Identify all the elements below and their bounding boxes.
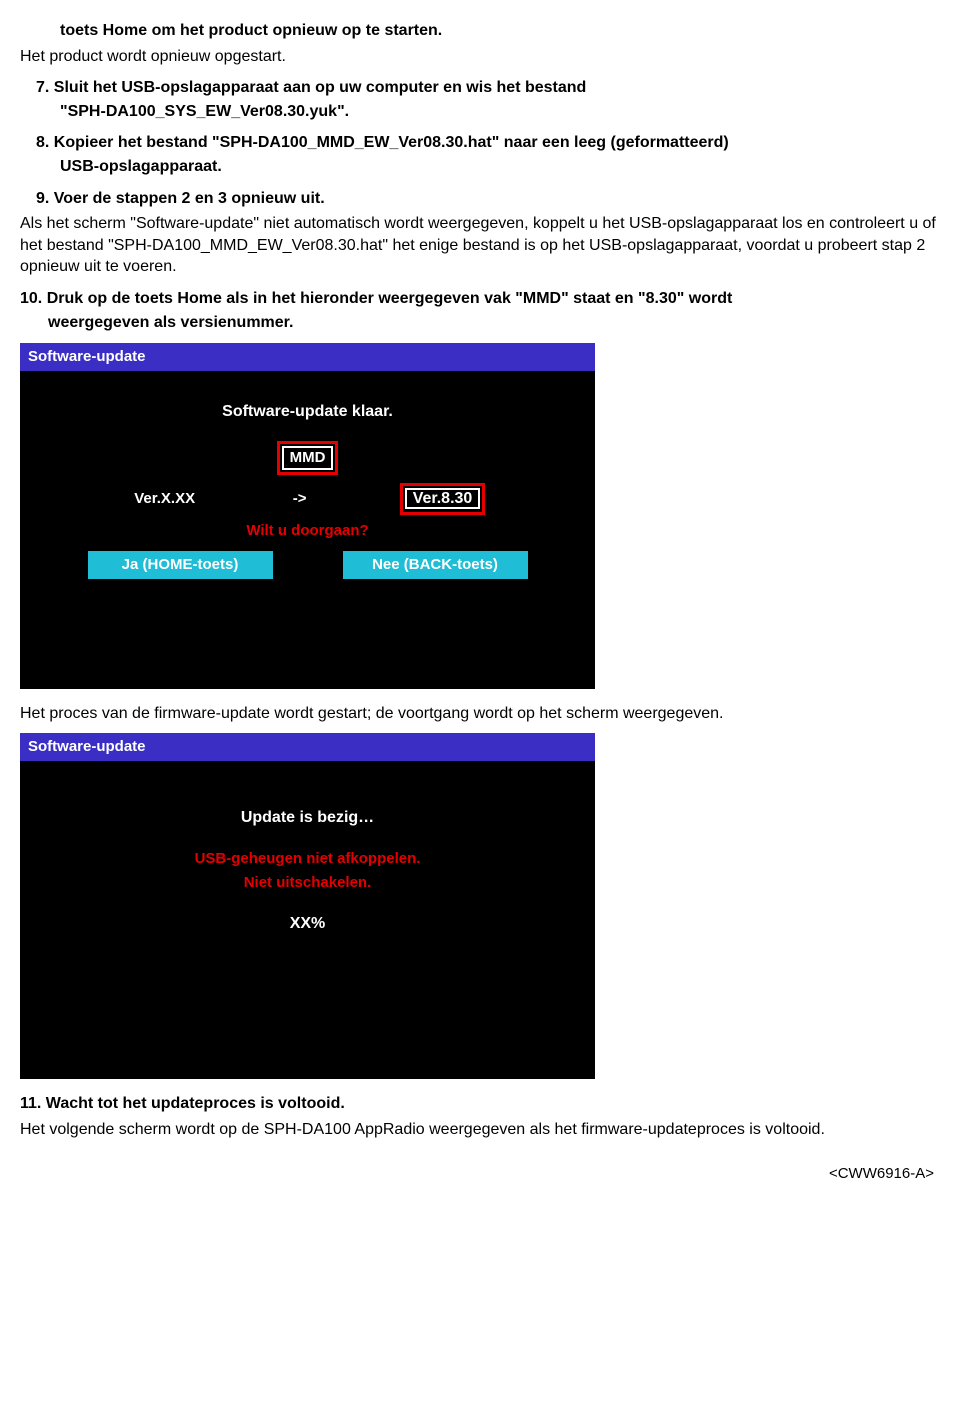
step-9-number: 9. xyxy=(36,188,49,210)
step-7-text-l2: "SPH-DA100_SYS_EW_Ver08.30.yuk". xyxy=(60,101,940,123)
arrow-icon: -> xyxy=(290,489,310,509)
prev-step-continuation: toets Home om het product opnieuw op te … xyxy=(60,20,940,42)
mmd-highlight-box: MMD xyxy=(277,441,339,475)
document-code: <CWW6916-A> xyxy=(20,1164,940,1184)
warning-power: Niet uitschakelen. xyxy=(20,873,595,893)
step-11-paragraph: Het volgende scherm wordt op de SPH-DA10… xyxy=(20,1119,940,1141)
restart-note: Het product wordt opnieuw opgestart. xyxy=(20,46,940,68)
screenshot-update-ready: Software-update Software-update klaar. M… xyxy=(20,343,595,689)
continue-prompt: Wilt u doorgaan? xyxy=(20,521,595,541)
screenshot2-title-bar: Software-update xyxy=(20,733,595,761)
version-current: Ver.X.XX xyxy=(130,489,200,509)
mmd-label: MMD xyxy=(282,446,334,470)
warning-usb: USB-geheugen niet afkoppelen. xyxy=(20,849,595,869)
screenshot-update-in-progress: Software-update Update is bezig… USB-geh… xyxy=(20,733,595,1079)
step-10-text-l1: Druk op de toets Home als in het hierond… xyxy=(47,290,733,307)
screenshot1-title-bar: Software-update xyxy=(20,343,595,371)
step-9-paragraph: Als het scherm "Software-update" niet au… xyxy=(20,213,940,278)
no-back-button[interactable]: Nee (BACK-toets) xyxy=(343,551,528,579)
step-8-text-l2: USB-opslagapparaat. xyxy=(60,156,940,178)
step-11-heading: 11. Wacht tot het updateproces is voltoo… xyxy=(20,1093,940,1115)
step-10-text-l2: weergegeven als versienummer. xyxy=(48,312,940,334)
step-8-number: 8. xyxy=(36,132,49,154)
version-target-highlight: Ver.8.30 xyxy=(400,483,486,515)
yes-home-button[interactable]: Ja (HOME-toets) xyxy=(88,551,273,579)
step-7-number: 7. xyxy=(36,77,49,99)
version-target: Ver.8.30 xyxy=(405,488,481,509)
progress-percent: XX% xyxy=(20,913,595,935)
screenshot2-status: Update is bezig… xyxy=(20,761,595,829)
step-8-text-l1: Kopieer het bestand "SPH-DA100_MMD_EW_Ve… xyxy=(54,134,729,151)
firmware-progress-note: Het proces van de firmware-update wordt … xyxy=(20,703,940,725)
screenshot1-status: Software-update klaar. xyxy=(20,371,595,423)
step-7-text-l1: Sluit het USB-opslagapparaat aan op uw c… xyxy=(54,79,587,96)
step-9-text-l1: Voer de stappen 2 en 3 opnieuw uit. xyxy=(54,190,325,207)
step-10-number: 10. xyxy=(20,290,42,307)
